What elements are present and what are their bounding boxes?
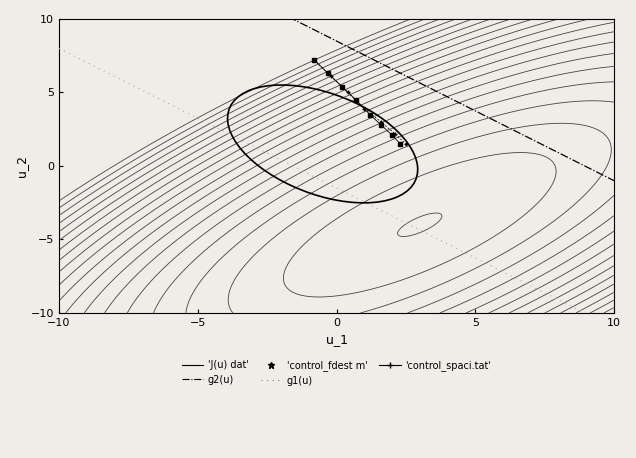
'control_spaci.tat' xyxy=(402,141,410,147)
'control_spaci.tat' xyxy=(310,57,318,63)
'control_fdest m' xyxy=(324,71,332,76)
Line: 'control_fdest m': 'control_fdest m' xyxy=(312,59,402,146)
'control_spaci.tat' xyxy=(377,119,385,125)
'control_fdest m' xyxy=(377,122,385,128)
'control_fdest m' xyxy=(388,132,396,138)
Line: 'control_spaci.tat': 'control_spaci.tat' xyxy=(312,58,408,146)
'control_spaci.tat' xyxy=(361,106,368,111)
'control_fdest m' xyxy=(310,57,318,63)
'control_fdest m' xyxy=(366,112,373,117)
'control_fdest m' xyxy=(338,84,346,89)
X-axis label: u_1: u_1 xyxy=(326,333,347,346)
Legend: 'J(u) dat', g2(u), 'control_fdest m', g1(u), 'control_spaci.tat': 'J(u) dat', g2(u), 'control_fdest m', g1… xyxy=(178,356,495,390)
'control_fdest m' xyxy=(396,141,404,147)
'control_spaci.tat' xyxy=(344,90,352,95)
'control_spaci.tat' xyxy=(327,74,335,79)
'control_fdest m' xyxy=(352,97,360,103)
Y-axis label: u_2: u_2 xyxy=(15,155,28,177)
'control_spaci.tat' xyxy=(391,131,399,136)
